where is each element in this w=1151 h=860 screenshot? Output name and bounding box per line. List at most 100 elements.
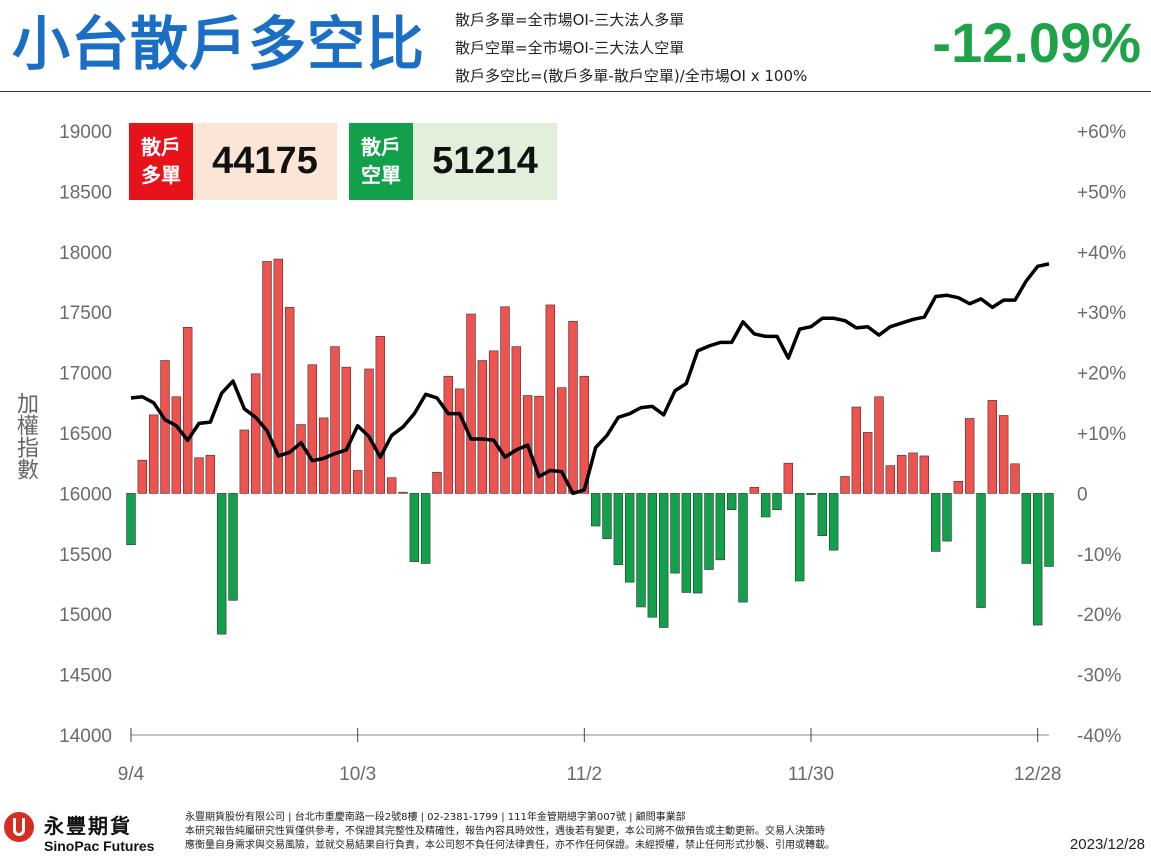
bar-positive: [908, 452, 918, 494]
left-tick-label: 16000: [59, 484, 112, 505]
report-date: 2023/12/28: [1069, 836, 1145, 853]
right-tick-label: -30%: [1077, 666, 1121, 687]
bar-positive: [262, 261, 272, 494]
bar-positive: [443, 375, 454, 494]
long-tag-line1: 散戶: [141, 135, 181, 159]
left-tick-label: 19000: [59, 122, 112, 143]
bar-positive: [840, 476, 850, 494]
bar-negative: [942, 493, 952, 542]
right-tick-label: -40%: [1077, 726, 1121, 747]
bar-positive: [1010, 463, 1020, 494]
bar-positive: [998, 415, 1009, 494]
bar-negative: [681, 493, 692, 593]
bar-positive: [783, 462, 794, 494]
header-divider: [0, 91, 1151, 92]
bar-positive: [148, 414, 159, 494]
short-tag-line1: 散戶: [361, 135, 401, 159]
bar-positive: [398, 491, 408, 494]
short-position-tag: 散戶 空單: [349, 123, 413, 200]
sinopac-logo-icon: [4, 812, 34, 842]
bar-positive: [874, 396, 884, 494]
page-title: 小台散戶多空比: [12, 10, 426, 78]
bar-positive: [851, 406, 862, 494]
bar-positive: [534, 395, 544, 494]
bar-negative: [692, 493, 703, 594]
bar-positive: [205, 455, 216, 494]
left-tick-label: 14500: [59, 666, 112, 687]
bar-positive: [862, 432, 873, 494]
bar-negative: [409, 493, 420, 562]
long-position-box: 散戶 多單 44175: [129, 123, 337, 200]
right-tick-label: +40%: [1077, 243, 1126, 264]
bar-negative: [976, 493, 986, 608]
bar-negative: [420, 493, 431, 564]
formula-line-ratio: 散戶多空比=(散戶多單-散戶空單)/全市場OI x 100%: [455, 67, 808, 85]
y-axis-label: 加權指數: [13, 392, 38, 480]
bar-positive: [239, 429, 250, 494]
bar-positive: [307, 364, 318, 494]
bar-positive: [273, 258, 284, 494]
bar-positive: [341, 366, 352, 494]
bar-negative: [1044, 493, 1054, 567]
left-tick-label: 18000: [59, 243, 112, 264]
long-position-value: 44175: [193, 123, 337, 200]
right-tick-label: +60%: [1077, 122, 1126, 143]
right-tick-label: -20%: [1077, 605, 1121, 626]
x-tick-label: 12/28: [1014, 764, 1062, 785]
bar-negative: [1021, 493, 1032, 564]
bar-negative: [602, 493, 612, 539]
formula-line-short: 散戶空單=全市場OI-三大法人空單: [455, 39, 685, 57]
right-tick-label: +20%: [1077, 364, 1126, 385]
left-tick-label: 16500: [59, 424, 112, 445]
bar-positive: [284, 307, 295, 494]
x-tick-label: 9/4: [118, 764, 145, 785]
bar-negative: [930, 493, 941, 552]
short-position-box: 散戶 空單 51214: [349, 123, 557, 200]
bar-negative: [738, 493, 748, 603]
bar-positive: [296, 424, 306, 494]
bar-negative: [794, 493, 805, 582]
bar-negative: [228, 493, 238, 601]
left-tick-label: 15500: [59, 545, 112, 566]
bar-positive: [466, 313, 476, 494]
bar-negative: [590, 493, 601, 527]
bar-negative: [670, 493, 680, 574]
disclaimer-line-2: 本研究報告純屬研究性質僅供參考，不保證其完整性及精確性，報告內容具時效性，遇後若…: [185, 826, 825, 837]
bar-negative: [658, 493, 669, 628]
short-position-value: 51214: [413, 123, 557, 200]
bar-negative: [624, 493, 635, 583]
bar-positive: [568, 320, 578, 494]
bar-negative: [613, 493, 624, 565]
left-tick-label: 17500: [59, 303, 112, 324]
bar-negative: [1032, 493, 1043, 626]
bar-positive: [500, 306, 510, 494]
bar-positive: [488, 350, 499, 494]
long-tag-line2: 多單: [141, 163, 181, 187]
bar-positive: [432, 471, 442, 494]
bar-positive: [330, 346, 340, 494]
bar-positive: [160, 360, 170, 494]
bar-positive: [171, 396, 182, 494]
right-tick-label: 0: [1077, 484, 1088, 505]
bar-negative: [726, 493, 737, 511]
bar-positive: [454, 388, 465, 494]
right-tick-label: +10%: [1077, 424, 1126, 445]
right-tick-label: -10%: [1077, 545, 1121, 566]
bar-positive: [137, 459, 148, 494]
long-position-tag: 散戶 多單: [129, 123, 193, 200]
x-tick-label: 11/30: [788, 764, 834, 785]
left-tick-label: 15000: [59, 605, 112, 626]
bar-negative: [772, 493, 782, 511]
chart-area: 19000 18500 18000 17500 17000 16500 16000 15500…: [0, 92, 1151, 800]
bar-positive: [885, 465, 896, 494]
left-tick-label: 18500: [59, 182, 112, 203]
formula-line-long: 散戶多單=全市場OI-三大法人多單: [455, 11, 685, 29]
bar-negative: [817, 493, 828, 536]
bar-positive: [182, 326, 193, 494]
bar-positive: [556, 387, 567, 494]
bar-positive: [511, 346, 522, 494]
bar-positive: [194, 457, 204, 494]
bar-negative: [636, 493, 646, 608]
bar-positive: [579, 375, 590, 494]
left-tick-label: 14000: [59, 726, 112, 747]
